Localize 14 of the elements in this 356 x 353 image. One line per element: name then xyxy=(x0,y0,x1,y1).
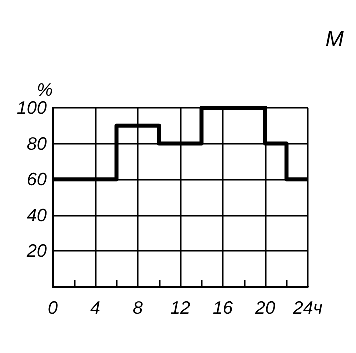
x-tick-label: 4 xyxy=(90,298,101,318)
y-tick-label: 100 xyxy=(16,98,47,118)
x-tick-label: 0 xyxy=(48,298,58,318)
y-tick-label: 20 xyxy=(26,241,47,262)
x-tick-label: 24ч xyxy=(292,298,323,318)
y-tick-label: 40 xyxy=(26,205,47,226)
x-tick-label: 16 xyxy=(212,298,234,318)
y-axis-title: % xyxy=(36,80,53,100)
text: М xyxy=(326,26,345,52)
x-tick-label: 20 xyxy=(254,298,276,318)
x-tick-label: 8 xyxy=(132,298,144,318)
x-tick-label: 12 xyxy=(170,298,191,318)
y-tick-label: 60 xyxy=(26,170,47,190)
y-tick-label: 80 xyxy=(26,134,47,154)
